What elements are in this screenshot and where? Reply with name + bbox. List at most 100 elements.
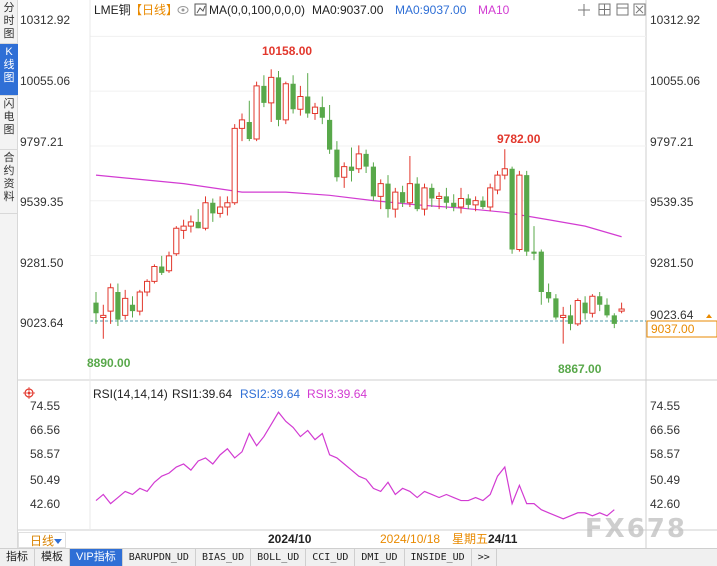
- price-tick-label-right: 10312.92: [650, 13, 700, 27]
- candle: [282, 81, 289, 125]
- candle: [93, 292, 99, 324]
- candle: [363, 149, 369, 173]
- candle-body: [436, 195, 443, 199]
- tab-contract-info[interactable]: 合约资料: [0, 150, 18, 214]
- tab-kline-label: K线图: [3, 46, 15, 84]
- candle-body: [100, 314, 107, 318]
- symbol-name: LME铜: [94, 2, 131, 17]
- ma10-label: MA10: [478, 3, 510, 17]
- ma-params: MA(0,0,100,0,0,0): [209, 3, 305, 17]
- candle-body: [509, 168, 515, 250]
- eye-icon[interactable]: [177, 6, 189, 14]
- candle-body: [516, 174, 523, 250]
- candle-body: [348, 166, 355, 171]
- x-tick-label: 24/11: [488, 532, 518, 546]
- candle-body: [334, 149, 340, 178]
- candle-body: [560, 314, 567, 318]
- candle: [538, 249, 544, 305]
- candle: [516, 170, 523, 252]
- tab-inside[interactable]: INSIDE_UD: [405, 548, 472, 566]
- crosshair-icon[interactable]: [578, 4, 590, 16]
- candle-body: [290, 83, 296, 110]
- candle-body: [159, 266, 165, 273]
- rsi2-value: RSI2:39.64: [240, 387, 300, 401]
- mid-high-annotation: 9782.00: [497, 132, 541, 146]
- candle: [297, 85, 304, 116]
- tab-barupdn[interactable]: BARUPDN_UD: [123, 548, 196, 566]
- candle: [253, 81, 260, 142]
- candle-body: [305, 96, 311, 114]
- tab-boll[interactable]: BOLL_UD: [251, 548, 307, 566]
- candle-body: [443, 196, 449, 203]
- tab-vip-indicators[interactable]: VIP指标: [70, 548, 123, 566]
- candle-body: [611, 315, 617, 324]
- settings-icon[interactable]: [23, 387, 35, 399]
- tab-more[interactable]: >>: [472, 548, 497, 566]
- rsi-tick-label-right: 74.55: [650, 399, 680, 413]
- period-selector[interactable]: 日线: [18, 532, 66, 548]
- candle-body: [173, 227, 180, 255]
- tab-bias[interactable]: BIAS_UD: [196, 548, 252, 566]
- tab-cci[interactable]: CCI_UD: [306, 548, 356, 566]
- indicator-icon[interactable]: [194, 3, 207, 16]
- candle-body: [392, 191, 399, 210]
- price-tick-label-right: 10055.06: [650, 74, 700, 88]
- high-annotation: 10158.00: [262, 44, 312, 58]
- rsi3-value: RSI3:39.64: [307, 387, 367, 401]
- candle: [451, 194, 457, 212]
- candle: [501, 149, 508, 180]
- price-tick-label: 9281.50: [20, 256, 64, 270]
- candle-body: [311, 106, 319, 114]
- price-tick-label: 9023.64: [20, 316, 64, 330]
- candle: [151, 264, 158, 284]
- indicator-tab-bar: 指标 模板 VIP指标 BARUPDN_UD BIAS_UD BOLL_UD C…: [0, 548, 717, 566]
- rsi-header: RSI(14,14,14) RSI1:39.64 RSI2:39.64 RSI3…: [23, 387, 367, 401]
- rsi-tick-label: 42.60: [30, 497, 60, 511]
- candle-body: [355, 153, 362, 170]
- candle: [582, 296, 588, 320]
- candle: [305, 73, 311, 118]
- candle: [224, 196, 231, 216]
- candle: [611, 313, 617, 329]
- candle-body: [151, 266, 158, 282]
- rsi-tick-label-right: 50.49: [650, 473, 680, 487]
- candle-body: [567, 315, 574, 324]
- candle-body: [253, 85, 260, 140]
- candle-body: [202, 202, 209, 229]
- candle-body: [429, 187, 435, 199]
- candle-body: [597, 296, 603, 305]
- candle-body: [268, 76, 275, 104]
- current-price-label: 9037.00: [651, 322, 695, 336]
- candle: [480, 196, 486, 210]
- cursor-date: 2024/10/18: [380, 532, 440, 546]
- candle-body: [400, 192, 406, 203]
- price-tick-label-right: 9023.64: [650, 308, 694, 322]
- candle-body: [275, 77, 282, 120]
- candle: [334, 141, 340, 182]
- candle: [217, 196, 224, 218]
- price-tick-label: 10055.06: [20, 74, 70, 88]
- chart-canvas: LME铜 【日线】 MA(0,0,100,0,0,0) MA0:9037.00 …: [18, 0, 717, 548]
- candle: [531, 226, 537, 261]
- candle-body: [195, 221, 201, 229]
- tab-flash-chart[interactable]: 闪电图: [0, 96, 18, 150]
- candle-body: [538, 251, 544, 292]
- candle: [355, 145, 362, 173]
- grid-icon[interactable]: [598, 3, 611, 16]
- tab-dmi[interactable]: DMI_UD: [355, 548, 405, 566]
- ma-line-layer: [95, 174, 622, 238]
- low1-annotation: 8890.00: [87, 356, 131, 370]
- candle: [107, 283, 114, 324]
- tab-templates[interactable]: 模板: [35, 548, 70, 566]
- candle: [406, 156, 413, 207]
- candle-body: [224, 202, 231, 208]
- candle-body: [180, 225, 187, 231]
- ma-line: [95, 174, 622, 238]
- tab-time-sharing[interactable]: 分时图: [0, 0, 18, 44]
- layout-icon[interactable]: [616, 3, 629, 16]
- x-tick-label: 2024/10: [268, 532, 312, 546]
- candle-body: [144, 280, 151, 293]
- tab-indicators[interactable]: 指标: [0, 548, 35, 566]
- close-icon[interactable]: [633, 3, 646, 16]
- tab-kline[interactable]: K线图: [0, 44, 18, 96]
